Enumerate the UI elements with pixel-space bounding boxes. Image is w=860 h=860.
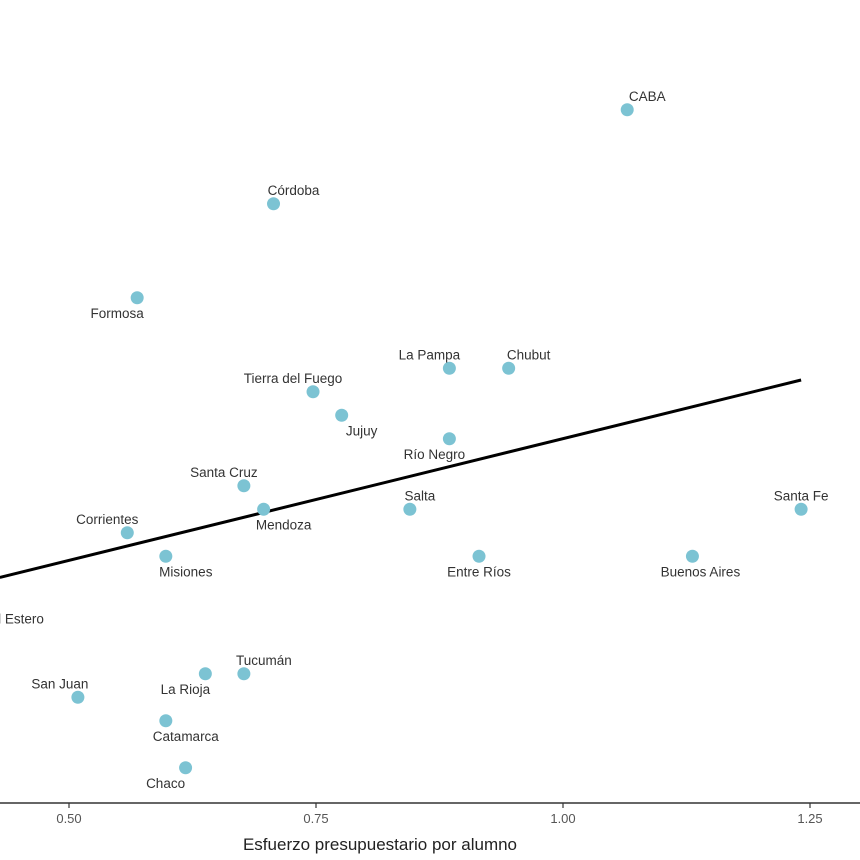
point-label: Mendoza xyxy=(256,517,312,532)
regression-line xyxy=(0,378,802,579)
data-point xyxy=(442,361,456,375)
data-point xyxy=(685,549,699,563)
data-point xyxy=(237,479,251,493)
data-point xyxy=(794,502,808,516)
point-label: Misiones xyxy=(159,564,213,579)
point-label: Formosa xyxy=(91,306,145,321)
data-point xyxy=(472,549,486,563)
data-point xyxy=(257,502,271,516)
x-axis-title: Esfuerzo presupuestario por alumno xyxy=(243,835,517,854)
x-tick-label: 0.75 xyxy=(303,811,328,826)
data-point xyxy=(179,761,193,775)
point-label: Corrientes xyxy=(76,512,139,527)
point-label: San Juan xyxy=(31,676,88,691)
data-point xyxy=(237,667,251,681)
x-tick-label: 1.00 xyxy=(550,811,575,826)
point-label: Córdoba xyxy=(268,183,320,198)
point-label: Catamarca xyxy=(153,729,220,744)
data-point xyxy=(502,361,516,375)
data-point xyxy=(335,408,349,422)
point-label: Entre Ríos xyxy=(447,564,511,579)
data-point xyxy=(120,526,134,540)
point-label: Buenos Aires xyxy=(661,564,741,579)
point-label: La Rioja xyxy=(161,682,211,697)
point-label: Tucumán xyxy=(236,653,292,668)
point-label: La Pampa xyxy=(399,347,461,362)
data-point xyxy=(403,502,417,516)
point-label: Tierra del Fuego xyxy=(244,371,343,386)
x-tick-label: 1.25 xyxy=(797,811,822,826)
data-point xyxy=(130,291,144,305)
data-point xyxy=(620,103,634,117)
point-label: Chaco xyxy=(146,776,185,791)
point-label: CABA xyxy=(629,89,666,104)
data-point xyxy=(442,432,456,446)
x-tick-label: 0.50 xyxy=(56,811,81,826)
point-label: Salta xyxy=(404,488,435,503)
data-point xyxy=(159,714,173,728)
data-point xyxy=(71,690,85,704)
point-label: Santa Cruz xyxy=(190,465,258,480)
data-point xyxy=(267,197,281,211)
data-point xyxy=(306,385,320,399)
data-point xyxy=(198,667,212,681)
point-label: Chubut xyxy=(507,347,551,362)
point-label: Santa Fe xyxy=(774,488,829,503)
point-label: Jujuy xyxy=(346,423,378,438)
point-label: Río Negro xyxy=(404,447,466,462)
data-point xyxy=(159,549,173,563)
point-label: Santiago del Estero xyxy=(0,611,44,626)
